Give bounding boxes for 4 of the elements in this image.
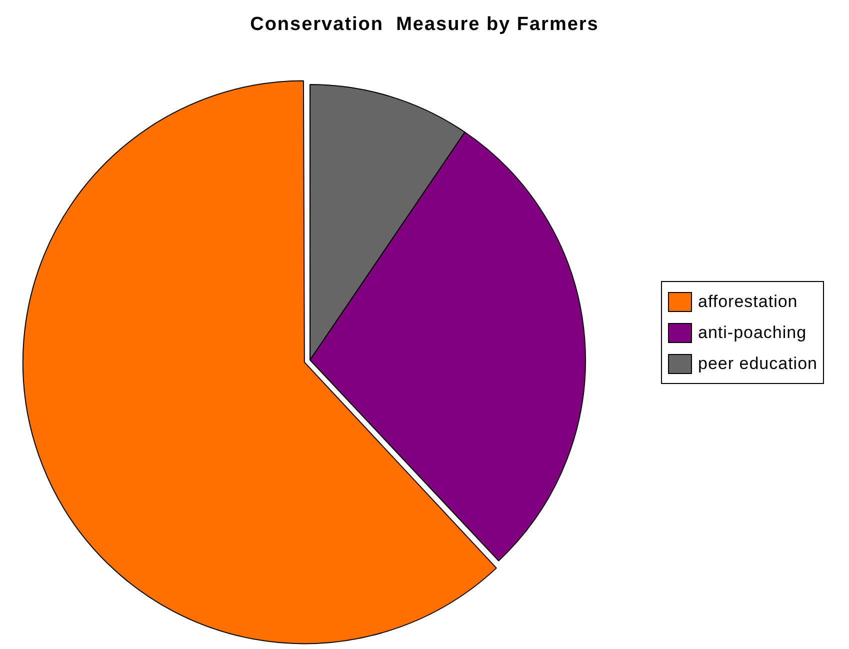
legend-label: peer education	[698, 354, 818, 374]
legend-label: anti-poaching	[698, 322, 807, 342]
legend-label: afforestation	[698, 292, 798, 312]
chart-title: Conservation Measure by Farmers	[249, 14, 600, 36]
